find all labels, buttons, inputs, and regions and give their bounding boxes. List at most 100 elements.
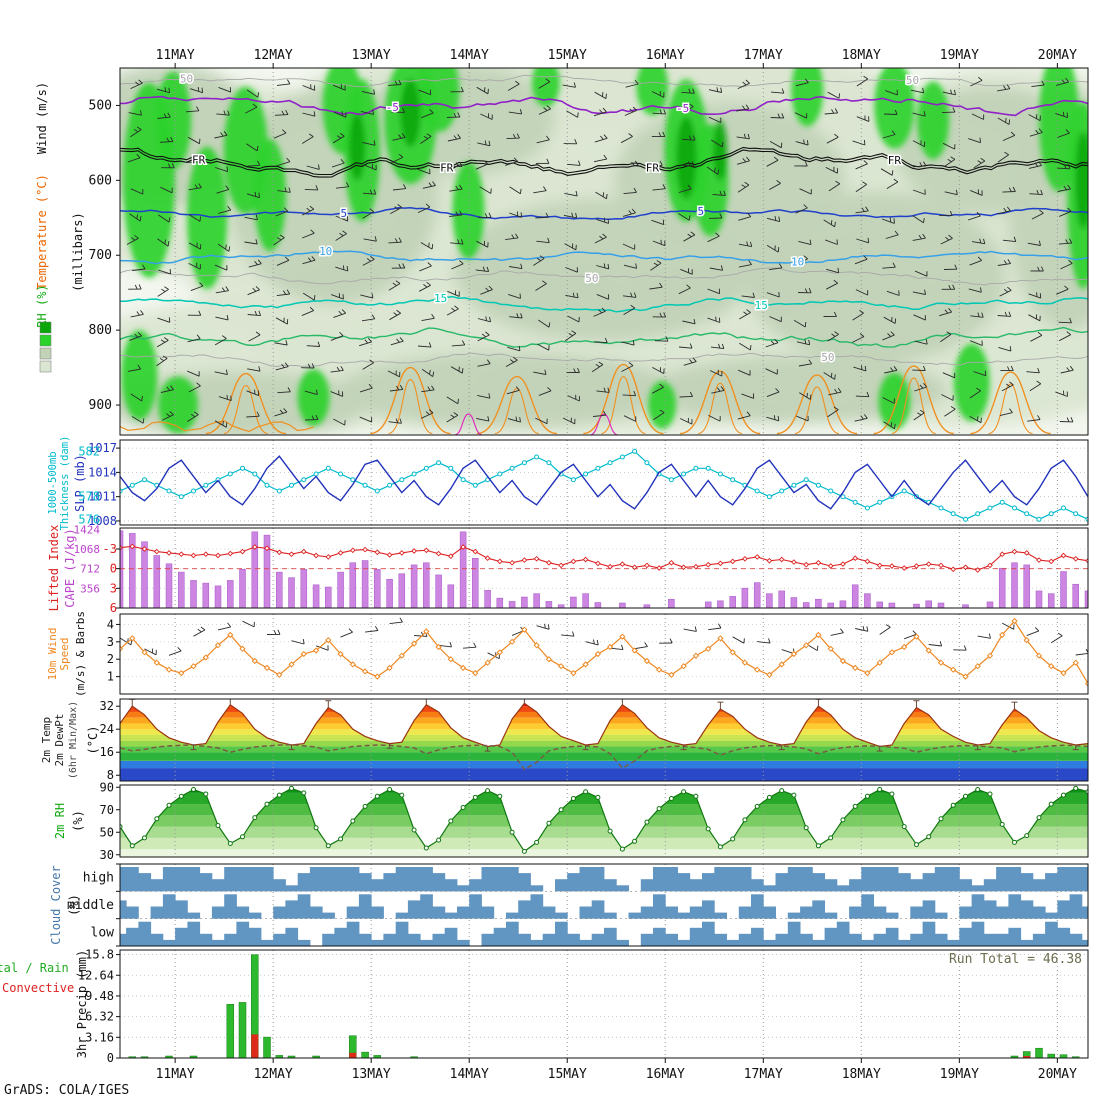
line xyxy=(223,131,228,136)
line xyxy=(214,420,227,428)
line xyxy=(625,164,639,168)
line xyxy=(362,259,375,266)
x-tick-label-bottom: 19MAY xyxy=(940,1067,979,1082)
path xyxy=(141,546,148,552)
line xyxy=(706,166,719,175)
line xyxy=(310,229,315,234)
cloud-row-label: high xyxy=(83,871,114,886)
circle xyxy=(963,793,968,799)
line xyxy=(417,206,430,214)
line xyxy=(953,89,956,95)
rect xyxy=(371,879,384,892)
rect xyxy=(530,939,544,946)
wind-tick-label: 2 xyxy=(107,652,114,666)
line xyxy=(535,417,548,425)
line xyxy=(315,414,319,420)
x-tick-label-bottom: 20MAY xyxy=(1038,1067,1077,1082)
line xyxy=(1007,259,1011,264)
circle xyxy=(681,471,687,477)
line xyxy=(568,333,573,337)
line xyxy=(768,182,781,190)
path xyxy=(1085,557,1088,564)
path xyxy=(288,551,295,558)
rect xyxy=(1035,590,1043,608)
line xyxy=(923,111,926,117)
line xyxy=(852,312,864,321)
rh-tick-label: 90 xyxy=(100,780,114,794)
rect xyxy=(567,933,580,946)
rect xyxy=(469,894,482,919)
line xyxy=(737,415,751,420)
path xyxy=(589,413,619,435)
line xyxy=(1035,129,1039,134)
contour-label: 15 xyxy=(434,292,447,305)
rect xyxy=(937,602,945,608)
line xyxy=(943,159,956,168)
rect xyxy=(910,879,923,892)
circle xyxy=(350,477,356,483)
line xyxy=(402,263,406,269)
line xyxy=(1001,384,1014,392)
circle xyxy=(950,511,956,517)
line xyxy=(891,170,894,176)
circle xyxy=(877,499,883,505)
line xyxy=(284,187,287,193)
circle xyxy=(338,836,344,842)
line xyxy=(830,372,833,378)
side-labels: Wind (m/s)Temperature (°C)RH (%)(milliba… xyxy=(35,82,100,1058)
line xyxy=(831,109,835,114)
rect xyxy=(971,921,985,946)
line xyxy=(604,337,608,343)
path xyxy=(962,564,969,571)
rect xyxy=(594,602,602,608)
line xyxy=(421,317,435,322)
line xyxy=(226,394,228,400)
line xyxy=(340,158,345,164)
line xyxy=(311,363,315,369)
line xyxy=(536,139,550,144)
circle xyxy=(374,793,380,799)
path xyxy=(545,656,553,663)
line xyxy=(834,221,836,227)
line xyxy=(140,310,144,315)
line xyxy=(678,188,692,193)
line xyxy=(141,396,143,402)
circle xyxy=(191,787,196,792)
x-tick-label-bottom: 18MAY xyxy=(842,1067,881,1082)
line xyxy=(389,388,403,392)
path xyxy=(386,664,393,672)
line xyxy=(399,384,404,390)
line xyxy=(886,181,899,189)
circle xyxy=(448,465,454,471)
rect xyxy=(469,879,482,892)
line xyxy=(796,415,809,422)
path xyxy=(815,631,822,639)
line xyxy=(854,258,868,265)
rect xyxy=(827,602,834,608)
rh-shading xyxy=(120,68,1088,435)
side-label-slp-1: Thickness (dam) xyxy=(59,436,71,531)
rect xyxy=(273,906,286,919)
line xyxy=(750,241,753,247)
path xyxy=(999,551,1006,558)
line xyxy=(398,134,402,139)
line xyxy=(392,188,406,191)
line xyxy=(281,110,285,116)
rect xyxy=(138,873,152,892)
line xyxy=(717,387,721,392)
line xyxy=(402,107,405,113)
rect xyxy=(864,593,871,608)
path xyxy=(423,628,430,635)
line xyxy=(565,267,578,273)
line xyxy=(217,626,231,631)
line xyxy=(394,238,398,243)
ellipse xyxy=(647,356,948,424)
rect xyxy=(150,879,164,892)
line xyxy=(621,341,635,346)
line xyxy=(318,164,320,170)
line xyxy=(971,241,985,245)
rect xyxy=(518,933,531,946)
circle xyxy=(460,805,466,810)
line xyxy=(476,86,489,95)
path xyxy=(508,638,516,645)
